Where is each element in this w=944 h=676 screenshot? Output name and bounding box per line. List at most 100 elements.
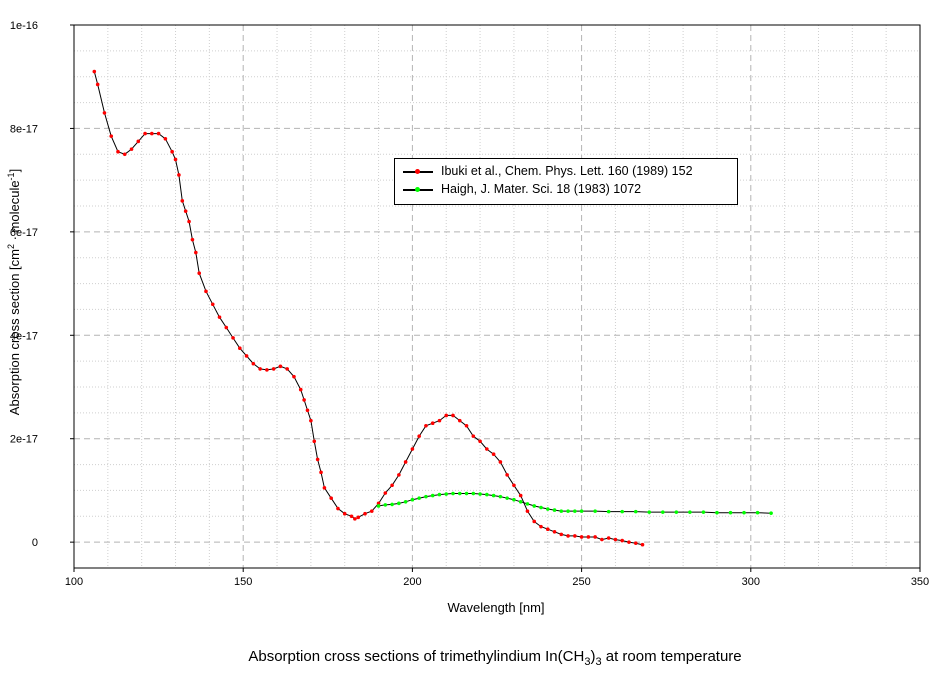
series-1 [376,491,773,515]
legend-item-haigh: Haigh, J. Mater. Sci. 18 (1983) 1072 [395,182,737,200]
data-point [403,460,408,464]
data-point [505,473,509,477]
data-point [512,497,516,502]
data-point [150,131,154,136]
data-point [620,509,625,514]
data-point [559,509,564,513]
data-point [627,540,631,544]
data-point [285,367,289,371]
data-point [265,368,269,372]
legend-marker-haigh [415,187,420,192]
data-point [485,492,489,497]
data-point [129,147,134,151]
data-point [566,509,570,513]
data-point [525,502,530,506]
series-0 [92,69,645,547]
y-tick-label: 8e-17 [10,123,38,135]
plot-frame [73,24,921,569]
data-point [552,530,557,534]
data-point [593,535,597,539]
legend-item-ibuki: Ibuki et al., Chem. Phys. Lett. 160 (198… [395,164,737,182]
data-point [302,398,306,402]
data-point [95,82,100,87]
data-point [376,501,381,506]
data-point [143,131,147,136]
data-point [217,315,222,319]
data-point [116,149,120,154]
data-point [688,510,692,514]
data-point [620,538,625,543]
data-point [410,497,415,502]
data-point [410,447,415,451]
data-point [613,537,618,542]
data-point [640,542,645,547]
data-point [525,509,530,513]
data-point [319,470,323,475]
data-point [485,447,489,451]
x-tick-label: 200 [403,576,421,588]
data-point [136,139,141,144]
data-point [647,510,652,514]
data-point [312,439,317,444]
data-point [606,509,611,514]
data-point [518,500,523,504]
legend-label-ibuki: Ibuki et al., Chem. Phys. Lett. 160 (198… [441,164,693,178]
x-tick-label: 350 [911,576,929,588]
data-point [464,423,469,428]
data-point [258,367,262,371]
data-point [444,492,449,496]
data-point [424,423,428,428]
series-layer [92,69,773,547]
data-point [600,537,604,542]
data-point [573,534,577,538]
data-point [271,367,276,371]
data-point [376,504,381,508]
data-point [156,131,161,136]
series-line-0 [93,71,643,546]
grid [74,24,920,568]
data-point [545,507,550,511]
y-tick-label: 2e-17 [10,434,38,446]
data-point [363,511,367,516]
y-tick-label: 4e-17 [10,330,38,342]
chart-caption: Absorption cross sections of trimethylin… [248,648,742,668]
data-point [309,418,313,423]
data-point [170,149,174,154]
data-point [512,483,516,488]
y-tick-label: 6e-17 [10,227,38,239]
data-point [552,508,557,512]
data-point [539,524,543,529]
data-point [518,493,523,498]
data-point [674,510,679,514]
x-tick-label: 150 [234,576,252,588]
data-point [491,493,496,498]
data-point [183,209,188,213]
data-point [390,502,394,507]
data-point [417,434,421,438]
data-point [180,199,185,203]
x-tick-label: 100 [65,576,83,588]
data-point [586,535,591,539]
data-point [224,325,229,330]
data-point [579,509,584,513]
data-point [369,509,374,513]
data-point [661,510,665,514]
data-point [349,514,354,519]
data-point [498,460,503,464]
data-point [498,494,503,499]
data-point [728,510,733,515]
data-point [122,152,127,157]
x-tick-label: 300 [742,576,760,588]
data-point [559,532,564,537]
x-tick-label: 250 [572,576,590,588]
data-point [383,491,388,495]
data-point [715,510,719,515]
data-point [606,536,611,540]
data-point [397,501,401,506]
data-point [491,452,496,457]
data-point [204,289,208,294]
data-point [92,69,97,74]
data-point [305,408,310,413]
ticks: 100 150 200 250 300 350 0 2e-17 4e-17 6e-17 8e-17 1… [10,20,929,588]
